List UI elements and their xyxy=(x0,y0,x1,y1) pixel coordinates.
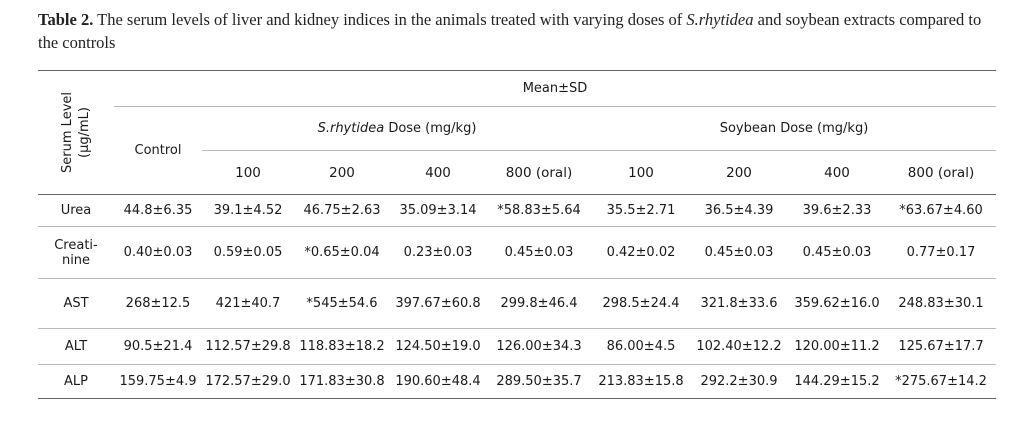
row-label: Creati- nine xyxy=(38,227,114,279)
srhytidea-dose-800: 800 (oral) xyxy=(505,164,573,181)
cell-srhytidea-100: 0.59±0.05 xyxy=(213,245,283,260)
caption-text-after: and soybean extracts compared to the con… xyxy=(38,10,982,52)
cell-srhytidea-400: 190.60±48.4 xyxy=(395,374,481,389)
cell-srhytidea-800: 126.00±34.3 xyxy=(496,339,582,354)
cell-srhytidea-200: *0.65±0.04 xyxy=(304,245,380,260)
cell-soybean-100: 213.83±15.8 xyxy=(598,374,684,389)
table-caption: Table 2. The serum levels of liver and k… xyxy=(38,8,998,54)
cell-srhytidea-200: 118.83±18.2 xyxy=(299,339,385,354)
cell-soybean-400: 359.62±16.0 xyxy=(794,296,880,311)
mean-sd-header: Mean±SD xyxy=(114,70,996,107)
cell-soybean-400: 0.45±0.03 xyxy=(802,245,872,260)
soybean-dose-100: 100 xyxy=(628,164,654,181)
cell-soybean-800: 248.83±30.1 xyxy=(898,296,984,311)
srhytidea-species: S.rhytidea xyxy=(317,121,385,136)
row-label-line2: nine xyxy=(61,252,91,268)
cell-srhytidea-400: 35.09±3.14 xyxy=(399,203,477,218)
cell-control: 268±12.5 xyxy=(125,296,191,311)
cell-soybean-800: 125.67±17.7 xyxy=(898,339,984,354)
soybean-dose-800: 800 (oral) xyxy=(907,164,975,181)
srhytidea-dose-400: 400 xyxy=(425,164,451,181)
cell-soybean-100: 0.42±0.02 xyxy=(606,245,676,260)
cell-srhytidea-400: 397.67±60.8 xyxy=(395,296,481,311)
cell-soybean-100: 86.00±4.5 xyxy=(606,339,676,354)
cell-soybean-800: *63.67±4.60 xyxy=(899,203,983,218)
row-label: AST xyxy=(38,279,114,329)
cell-srhytidea-800: 299.8±46.4 xyxy=(500,296,578,311)
cell-soybean-200: 292.2±30.9 xyxy=(700,374,778,389)
cell-control: 44.8±6.35 xyxy=(123,203,193,218)
cell-soybean-200: 36.5±4.39 xyxy=(704,203,774,218)
cell-soybean-400: 39.6±2.33 xyxy=(802,203,872,218)
row-label-line1: ALT xyxy=(64,339,88,354)
cell-srhytidea-800: 0.45±0.03 xyxy=(504,245,574,260)
cell-soybean-800: 0.77±0.17 xyxy=(906,245,976,260)
cell-srhytidea-200: 171.83±30.8 xyxy=(299,374,385,389)
srhytidea-dose-200: 200 xyxy=(329,164,355,181)
cell-srhytidea-800: 289.50±35.7 xyxy=(496,374,582,389)
table-row-alt: ALT 90.5±21.4 112.57±29.8 118.83±18.2 12… xyxy=(38,329,996,365)
row-label-line1: AST xyxy=(63,296,89,311)
soybean-dose-header: Soybean Dose (mg/kg) xyxy=(592,106,996,151)
cell-srhytidea-100: 39.1±4.52 xyxy=(213,203,283,218)
row-label-line1: Creati- xyxy=(54,237,98,253)
corner-header: Serum Level (µg/mL) xyxy=(38,70,114,195)
cell-soybean-200: 321.8±33.6 xyxy=(700,296,778,311)
cell-srhytidea-400: 0.23±0.03 xyxy=(403,245,473,260)
cell-srhytidea-400: 124.50±19.0 xyxy=(395,339,481,354)
cell-srhytidea-800: *58.83±5.64 xyxy=(497,203,581,218)
table-row-alp: ALP 159.75±4.9 172.57±29.0 171.83±30.8 1… xyxy=(38,365,996,399)
caption-label: Table 2. xyxy=(38,10,94,29)
control-header: Control xyxy=(114,106,202,195)
table-row-urea: Urea 44.8±6.35 39.1±4.52 46.75±2.63 35.0… xyxy=(38,195,996,227)
cell-soybean-400: 120.00±11.2 xyxy=(794,339,880,354)
cell-soybean-400: 144.29±15.2 xyxy=(794,374,880,389)
cell-soybean-100: 298.5±24.4 xyxy=(602,296,680,311)
cell-srhytidea-100: 421±40.7 xyxy=(215,296,281,311)
soybean-dose-200: 200 xyxy=(726,164,752,181)
table-row-creatinine: Creati- nine 0.40±0.03 0.59±0.05 *0.65±0… xyxy=(38,227,996,279)
cell-soybean-200: 102.40±12.2 xyxy=(696,339,782,354)
row-label: Urea xyxy=(38,195,114,227)
cell-srhytidea-200: 46.75±2.63 xyxy=(303,203,381,218)
cell-srhytidea-100: 172.57±29.0 xyxy=(205,374,291,389)
cell-control: 0.40±0.03 xyxy=(123,245,193,260)
corner-header-line1: Serum Level xyxy=(60,92,75,173)
srhytidea-dose-100: 100 xyxy=(235,164,261,181)
cell-soybean-100: 35.5±2.71 xyxy=(606,203,676,218)
corner-header-line2: (µg/mL) xyxy=(77,107,92,158)
caption-text-before: The serum levels of liver and kidney ind… xyxy=(93,10,687,29)
caption-species: S.rhytidea xyxy=(686,10,754,29)
cell-srhytidea-200: *545±54.6 xyxy=(306,296,378,311)
row-label-line1: ALP xyxy=(64,374,88,389)
soybean-dose-400: 400 xyxy=(824,164,850,181)
cell-srhytidea-100: 112.57±29.8 xyxy=(205,339,291,354)
cell-soybean-800: *275.67±14.2 xyxy=(895,374,987,389)
serum-levels-table: Serum Level (µg/mL) Mean±SD Control S.rh… xyxy=(38,70,996,399)
srhytidea-dose-suffix: Dose (mg/kg) xyxy=(384,121,477,136)
row-label: ALP xyxy=(38,365,114,399)
row-label-line1: Urea xyxy=(60,203,92,218)
srhytidea-dose-header: S.rhytidea Dose (mg/kg) xyxy=(202,106,592,151)
cell-soybean-200: 0.45±0.03 xyxy=(704,245,774,260)
cell-control: 159.75±4.9 xyxy=(119,374,197,389)
cell-control: 90.5±21.4 xyxy=(123,339,193,354)
table-row-ast: AST 268±12.5 421±40.7 *545±54.6 397.67±6… xyxy=(38,279,996,329)
row-label: ALT xyxy=(38,329,114,365)
